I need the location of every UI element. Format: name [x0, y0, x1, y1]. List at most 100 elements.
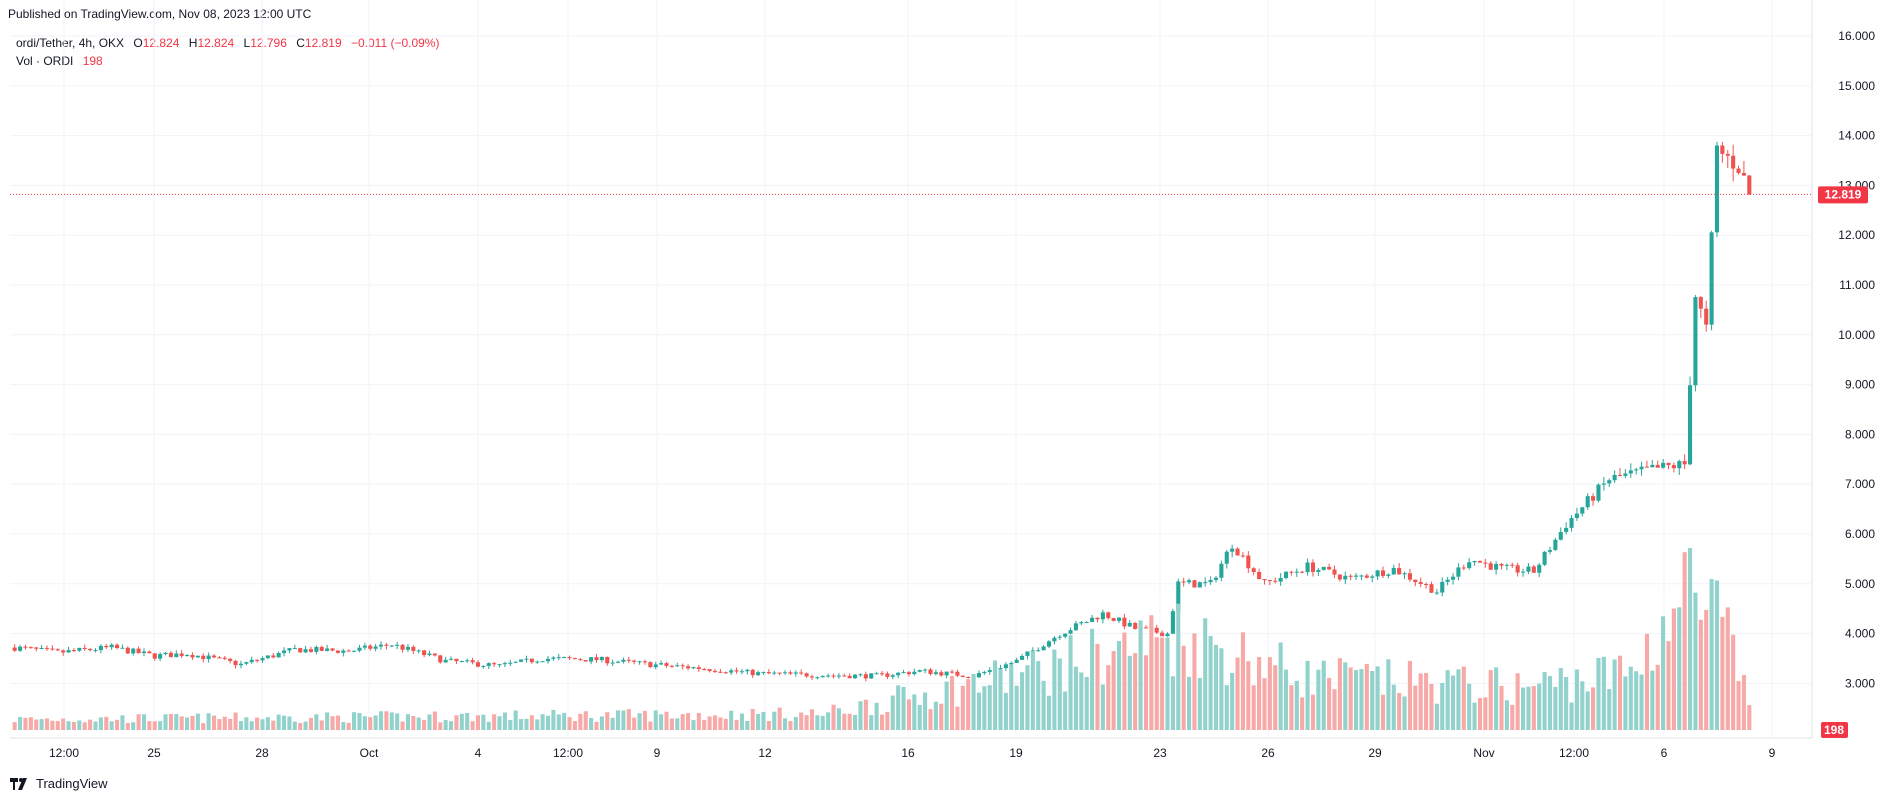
candle-body: [799, 672, 804, 674]
volume-bar: [1677, 607, 1682, 730]
volume-bar: [583, 711, 588, 730]
candle-body: [826, 675, 831, 677]
candle-body: [1424, 583, 1429, 585]
volume-bar: [572, 721, 577, 730]
candle-body: [1644, 466, 1650, 468]
volume-bar: [98, 717, 103, 730]
candle-body: [1418, 582, 1423, 584]
volume-bar: [465, 713, 470, 730]
candle-body: [1278, 578, 1283, 582]
candle-body: [55, 649, 60, 651]
volume-bar: [287, 716, 292, 730]
volume-bar: [912, 694, 917, 730]
volume-bar: [1407, 660, 1412, 730]
y-tick-label: 11.000: [1839, 278, 1875, 292]
volume-bar: [567, 717, 572, 730]
candle-body: [1359, 575, 1364, 577]
candle-body: [1364, 575, 1369, 578]
candle-body: [298, 648, 303, 653]
candle-body: [632, 660, 637, 662]
candle-body: [1289, 571, 1294, 573]
volume-bar: [1634, 671, 1639, 730]
candle-body: [1106, 612, 1111, 619]
candle-body: [1036, 650, 1041, 652]
candle-body: [1165, 633, 1170, 637]
volume-bar: [917, 704, 922, 730]
candle-body: [131, 648, 136, 654]
volume-bar: [1003, 692, 1008, 730]
candle-body: [389, 645, 394, 647]
volume-bar: [1698, 619, 1703, 730]
volume-bar: [55, 721, 60, 730]
candle-body: [782, 672, 788, 674]
tradingview-logo[interactable]: TradingView: [10, 776, 108, 791]
volume-bar: [777, 707, 782, 730]
volume-badge-text: 198: [1824, 723, 1844, 737]
volume-bar: [578, 713, 583, 730]
y-tick-label: 3.000: [1845, 676, 1875, 690]
candle-body: [1133, 622, 1138, 630]
volume-bar: [190, 715, 195, 730]
volume-bar: [1052, 649, 1057, 730]
volume-bar: [1321, 660, 1326, 730]
volume-bar: [1617, 655, 1623, 730]
volume-bar: [125, 722, 130, 730]
candle-body: [653, 664, 658, 668]
volume-bar: [88, 719, 93, 730]
volume-bar: [1720, 616, 1725, 730]
candle-body: [260, 658, 265, 661]
candle-body: [255, 659, 260, 661]
volume-bar: [1639, 674, 1644, 730]
x-tick-label: 12:00: [553, 746, 583, 760]
candle-body: [335, 650, 340, 653]
candle-body: [858, 674, 863, 676]
volume-bar: [1154, 637, 1159, 730]
candle-body: [346, 650, 351, 652]
volume-bar: [1580, 681, 1585, 730]
y-tick-label: 12.000: [1838, 228, 1875, 242]
candle-body: [168, 652, 173, 658]
high-value: 12.824: [197, 36, 235, 50]
tradingview-icon: [10, 777, 27, 790]
y-tick-label: 14.000: [1838, 129, 1875, 143]
volume-bar: [109, 721, 114, 730]
candle-body: [276, 653, 281, 658]
volume-bar: [1655, 664, 1660, 730]
candle-body: [1327, 566, 1332, 570]
candle-body: [222, 657, 227, 659]
candle-body: [594, 657, 599, 661]
candle-body: [745, 669, 750, 672]
volume-bar: [1197, 677, 1202, 730]
volume-bar: [1424, 672, 1429, 730]
y-tick-label: 15.000: [1838, 79, 1875, 93]
volume-bar: [1041, 680, 1046, 730]
volume-bar: [1574, 669, 1579, 730]
x-tick-label: 26: [1261, 746, 1275, 760]
chart-legend: ordi/Tether, 4h, OKX O12.824 H12.824 L12…: [16, 34, 439, 70]
candle-body: [1316, 569, 1321, 572]
candle-body: [1714, 145, 1720, 233]
candle-body: [1704, 308, 1709, 325]
volume-bar: [1116, 641, 1122, 730]
volume-bar: [960, 685, 965, 730]
candle-body: [1267, 580, 1272, 582]
volume-bar: [1224, 685, 1229, 730]
volume-bar: [1300, 697, 1305, 730]
candle-body: [804, 673, 809, 677]
candle-body: [465, 660, 470, 662]
candle-body: [125, 647, 130, 654]
candle-body: [1294, 571, 1299, 573]
candle-body: [443, 659, 448, 663]
volume-bar: [1477, 698, 1483, 730]
candle-body: [1095, 617, 1100, 620]
volume-bar: [1138, 620, 1143, 730]
candle-body: [1063, 633, 1068, 637]
last-price-badge-text: 12.819: [1825, 187, 1862, 201]
volume-bar: [411, 715, 416, 730]
volume-bar: [1391, 684, 1396, 730]
candle-body: [766, 672, 771, 674]
x-tick-label: 9: [1769, 746, 1776, 760]
candle-body: [120, 647, 125, 649]
candle-body: [1677, 461, 1682, 469]
